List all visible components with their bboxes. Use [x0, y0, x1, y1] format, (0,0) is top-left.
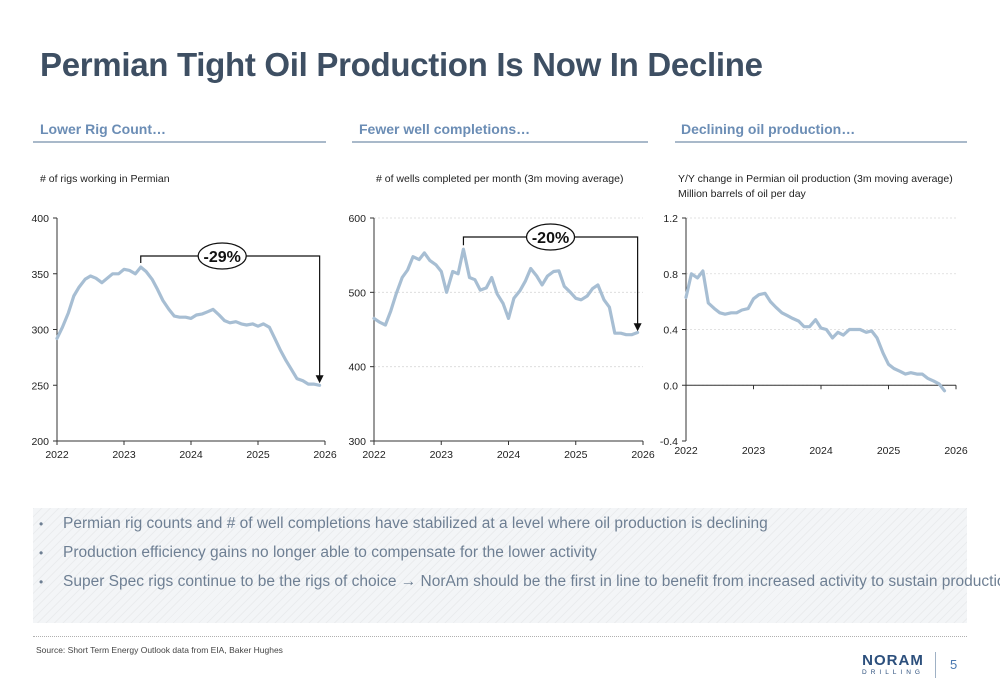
logo-separator: [935, 652, 936, 678]
chart-2-x-tick-label: 2025: [564, 449, 588, 461]
chart-1-series-line: [55, 265, 322, 387]
chart-2-y-tick-label: 300: [348, 436, 366, 448]
chart-2-x-tick-label: 2026: [631, 449, 655, 461]
chart-3-y-tick-label: -0.4: [660, 436, 678, 448]
chart-1-y-tick-label: 300: [31, 325, 49, 337]
panel-2-header: Fewer well completions…: [359, 121, 531, 137]
chart-2-subtitle: # of wells completed per month (3m movin…: [376, 173, 623, 185]
chart-2-annotation-label: -20%: [532, 230, 569, 247]
chart-1-x-tick-label: 2025: [246, 449, 270, 461]
chart-3-y-tick-label: 0.8: [663, 269, 678, 281]
chart-1-annotation-arrow: [315, 375, 324, 384]
chart-1-y-tick-label: 400: [31, 213, 49, 225]
chart-1-y-tick-label: 200: [31, 436, 49, 448]
chart-1-x-tick-label: 2023: [112, 449, 136, 461]
bullet-box: • Permian rig counts and # of well compl…: [33, 508, 1000, 623]
chart-2-annotation-bubble: [525, 223, 576, 251]
chart-3-y-tick-label: 0.4: [663, 325, 678, 337]
logo-subtext: DRILLING: [862, 669, 924, 676]
chart-3-y-tick-label: 0.0: [663, 380, 678, 392]
bullet-text: Super Spec rigs continue to be the rigs …: [63, 573, 1000, 590]
page-number: 5: [950, 657, 958, 672]
source-note: Source: Short Term Energy Outlook data f…: [36, 645, 283, 655]
page-title: Permian Tight Oil Production Is Now In D…: [40, 46, 763, 83]
chart-3-x-tick-label: 2022: [674, 445, 698, 457]
chart-2-y-tick-label: 600: [348, 213, 366, 225]
panel-1-rule: [33, 141, 326, 143]
chart-1-subtitle: # of rigs working in Permian: [40, 173, 170, 185]
chart-3-x-tick-label: 2025: [877, 445, 901, 457]
bullet-dot: •: [39, 575, 44, 589]
chart-2-y-tick-label: 500: [348, 287, 366, 299]
chart-1-x-tick-label: 2022: [45, 449, 69, 461]
chart-3-x-tick-label: 2026: [944, 445, 968, 457]
chart-2-x-tick-label: 2024: [497, 449, 521, 461]
chart-3-x-tick-label: 2023: [742, 445, 766, 457]
chart-1-annotation-bracket: [140, 255, 321, 378]
chart-2-x-tick-label: 2022: [362, 449, 386, 461]
bullet-dot: •: [39, 546, 44, 560]
chart-2-y-tick-label: 400: [348, 362, 366, 374]
footer-divider: [33, 636, 967, 637]
chart-1-annotation-label: -29%: [204, 249, 241, 266]
panel-3-rule: [675, 141, 967, 143]
chart-3-x-tick-label: 2024: [809, 445, 833, 457]
bullet-text: Production efficiency gains no longer ab…: [63, 544, 597, 561]
chart-1-x-tick-label: 2024: [179, 449, 203, 461]
company-logo: NORAM DRILLING: [862, 652, 924, 676]
chart-1-y-tick-label: 350: [31, 269, 49, 281]
chart-1-x-tick-label: 2026: [313, 449, 337, 461]
panel-2-rule: [352, 141, 648, 143]
panel-1-header: Lower Rig Count…: [40, 121, 166, 137]
logo-wordmark: NORAM: [862, 652, 924, 669]
charts-canvas: # of rigs working in Permian 200 250 300 350…: [31, 173, 968, 461]
chart-2-annotation-arrow: [633, 323, 642, 332]
chart-1-y-tick-label: 250: [31, 380, 49, 392]
chart-3-series-line: [684, 269, 947, 393]
chart-2-x-tick-label: 2023: [430, 449, 454, 461]
chart-3-subtitle: Million barrels of oil per day: [678, 188, 807, 200]
chart-2-series-line: [372, 247, 640, 337]
bullet-text: Permian rig counts and # of well complet…: [63, 515, 768, 532]
chart-1-annotation-bubble: [197, 242, 247, 270]
chart-3-subtitle: Y/Y change in Permian oil production (3m…: [678, 173, 953, 185]
panel-3-header: Declining oil production…: [681, 121, 856, 137]
chart-3-y-tick-label: 1.2: [663, 213, 678, 225]
bullet-dot: •: [39, 517, 44, 531]
